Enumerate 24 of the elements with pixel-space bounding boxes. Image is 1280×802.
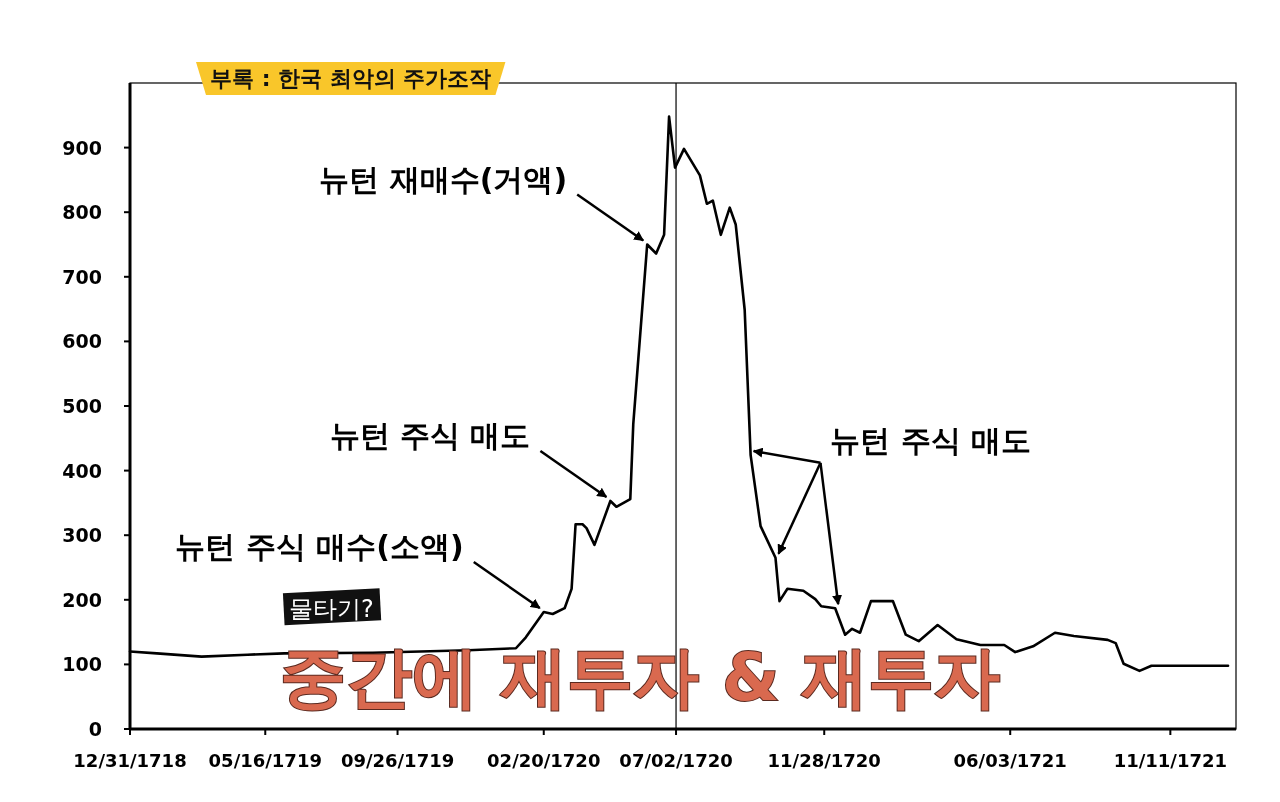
chart-title: 부록 : 한국 최악의 주가조작 — [210, 66, 492, 91]
x-tick-label: 09/26/1719 — [340, 750, 455, 771]
x-tick-label: 11/28/1720 — [767, 750, 881, 771]
x-tick-label: 05/16/1719 — [208, 750, 322, 771]
y-tick-label: 200 — [62, 588, 102, 611]
x-tick-label: 07/02/1720 — [619, 750, 733, 771]
x-tick-label: 06/03/1721 — [953, 750, 1067, 771]
y-tick-label: 700 — [62, 265, 102, 288]
annotation: 물타기? — [289, 595, 374, 623]
y-tick-label: 300 — [62, 524, 102, 547]
y-tick-label: 400 — [62, 459, 102, 482]
y-tick-label: 800 — [62, 201, 102, 224]
y-tick-label: 600 — [62, 330, 102, 353]
annotation: 뉴턴 주식 매도 — [830, 422, 1032, 458]
y-tick-label: 100 — [62, 653, 102, 676]
y-tick-label: 500 — [62, 395, 102, 417]
annotation: 뉴턴 주식 매수(소액) — [175, 529, 464, 565]
x-tick-label: 12/31/1718 — [73, 750, 187, 771]
x-tick-label: 11/11/1721 — [1113, 750, 1228, 771]
y-tick-label: 900 — [62, 136, 102, 159]
x-tick-label: 02/20/1720 — [487, 750, 601, 771]
annotation: 뉴턴 주식 매도 — [329, 417, 531, 453]
annotation: 뉴턴 재매수(거액) — [319, 161, 568, 197]
y-tick-label: 0 — [88, 718, 102, 740]
